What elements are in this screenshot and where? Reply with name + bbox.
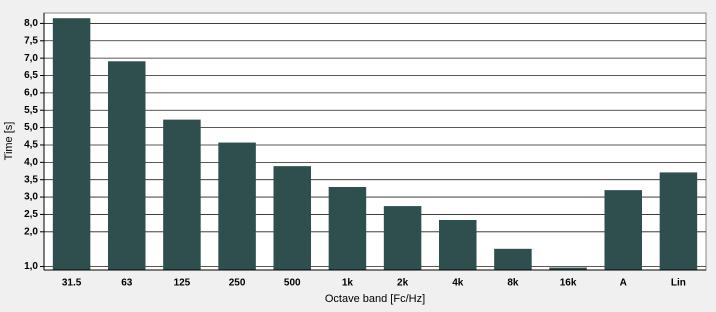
- y-tick-label: 4,5: [24, 140, 38, 151]
- y-tick-label: 4,0: [24, 157, 38, 168]
- y-tick-label: 3,0: [24, 192, 38, 203]
- y-tick-label: 7,0: [24, 53, 38, 64]
- y-tick-label: 6,5: [24, 70, 38, 81]
- x-tick-label: 250: [229, 278, 246, 289]
- y-axis-label: Time [s]: [3, 122, 15, 161]
- y-tick-label: 3,5: [24, 174, 38, 185]
- bar: [163, 119, 201, 270]
- plot-area: [43, 12, 707, 271]
- y-tick-label: 1,0: [24, 261, 38, 272]
- bar: [604, 190, 643, 270]
- bar: [383, 206, 422, 270]
- bar: [218, 142, 256, 270]
- bar: [107, 61, 146, 270]
- y-tick-label: 5,5: [24, 105, 38, 116]
- x-tick-label: Lin: [671, 278, 686, 289]
- y-tick-label: 7,5: [24, 35, 38, 46]
- x-tick-label: A: [620, 278, 627, 289]
- y-tick-label: 2,0: [24, 226, 38, 237]
- bar: [438, 219, 477, 270]
- x-axis-label: Octave band [Fc/Hz]: [325, 293, 425, 305]
- y-tick-label: 2,5: [24, 209, 38, 220]
- y-tick-label: 6,0: [24, 88, 38, 99]
- bar: [659, 172, 698, 270]
- y-tick-label: 5,0: [24, 122, 38, 133]
- x-tick-label: 16k: [560, 278, 577, 289]
- bar: [494, 248, 532, 270]
- x-tick-label: 125: [174, 278, 191, 289]
- x-tick-label: 4k: [452, 278, 464, 289]
- bar: [549, 267, 587, 270]
- x-tick-label: 31.5: [62, 278, 82, 289]
- x-tick-label: 1k: [342, 278, 354, 289]
- bar: [328, 186, 367, 270]
- x-tick-label: 8k: [507, 278, 519, 289]
- bar: [273, 166, 312, 270]
- x-tick-label: 2k: [397, 278, 409, 289]
- x-tick-label: 500: [284, 278, 301, 289]
- y-tick-label: 8,0: [24, 18, 38, 29]
- bar: [52, 18, 91, 271]
- x-tick-label: 63: [121, 278, 133, 289]
